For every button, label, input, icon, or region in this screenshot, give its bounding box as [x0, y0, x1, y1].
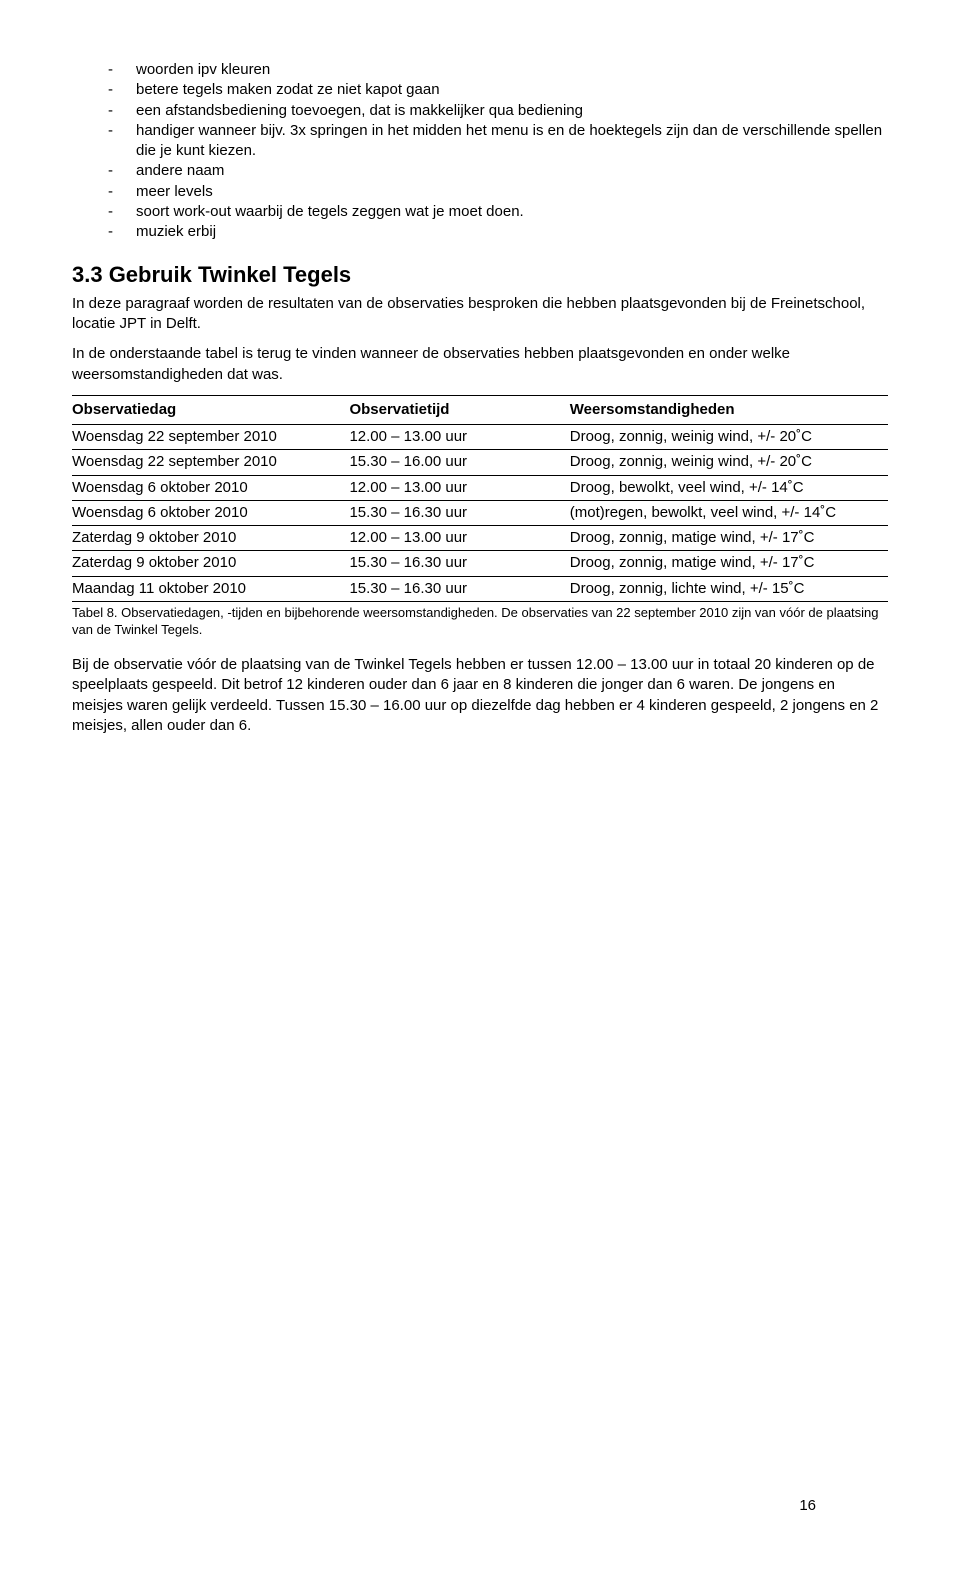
page-number: 16	[799, 1496, 816, 1516]
cell-weather: Droog, zonnig, weinig wind, +/- 20˚C	[570, 425, 888, 450]
col-header-time: Observatietijd	[349, 395, 569, 424]
col-header-weather: Weersomstandigheden	[570, 395, 888, 424]
intro-paragraph-2: In de onderstaande tabel is terug te vin…	[72, 344, 888, 385]
table-row: Zaterdag 9 oktober 2010 12.00 – 13.00 uu…	[72, 526, 888, 551]
list-item-text: een afstandsbediening toevoegen, dat is …	[136, 102, 583, 119]
cell-time: 15.30 – 16.00 uur	[349, 450, 569, 475]
list-item-text: handiger wanneer bijv. 3x springen in he…	[136, 122, 882, 159]
cell-weather: Droog, zonnig, matige wind, +/- 17˚C	[570, 526, 888, 551]
cell-time: 15.30 – 16.30 uur	[349, 500, 569, 525]
cell-time: 15.30 – 16.30 uur	[349, 551, 569, 576]
list-item-text: muziek erbij	[136, 223, 216, 240]
list-item: een afstandsbediening toevoegen, dat is …	[108, 101, 888, 121]
table-row: Zaterdag 9 oktober 2010 15.30 – 16.30 uu…	[72, 551, 888, 576]
intro-paragraph-1: In deze paragraaf worden de resultaten v…	[72, 294, 888, 335]
list-item: meer levels	[108, 182, 888, 202]
section-heading: 3.3 Gebruik Twinkel Tegels	[72, 260, 888, 290]
cell-weather: Droog, zonnig, lichte wind, +/- 15˚C	[570, 576, 888, 601]
cell-day: Maandag 11 oktober 2010	[72, 576, 349, 601]
cell-time: 12.00 – 13.00 uur	[349, 475, 569, 500]
list-item-text: betere tegels maken zodat ze niet kapot …	[136, 81, 440, 98]
suggestions-list: woorden ipv kleuren betere tegels maken …	[72, 60, 888, 242]
list-item-text: woorden ipv kleuren	[136, 61, 270, 78]
cell-time: 12.00 – 13.00 uur	[349, 425, 569, 450]
cell-day: Woensdag 22 september 2010	[72, 450, 349, 475]
table-row: Woensdag 22 september 2010 12.00 – 13.00…	[72, 425, 888, 450]
list-item: andere naam	[108, 161, 888, 181]
table-row: Maandag 11 oktober 2010 15.30 – 16.30 uu…	[72, 576, 888, 601]
table-row: Woensdag 22 september 2010 15.30 – 16.00…	[72, 450, 888, 475]
cell-day: Woensdag 22 september 2010	[72, 425, 349, 450]
list-item: woorden ipv kleuren	[108, 60, 888, 80]
cell-weather: Droog, zonnig, weinig wind, +/- 20˚C	[570, 450, 888, 475]
cell-weather: Droog, bewolkt, veel wind, +/- 14˚C	[570, 475, 888, 500]
cell-time: 15.30 – 16.30 uur	[349, 576, 569, 601]
cell-day: Zaterdag 9 oktober 2010	[72, 551, 349, 576]
col-header-day: Observatiedag	[72, 395, 349, 424]
cell-day: Woensdag 6 oktober 2010	[72, 500, 349, 525]
list-item: soort work-out waarbij de tegels zeggen …	[108, 202, 888, 222]
table-header-row: Observatiedag Observatietijd Weersomstan…	[72, 395, 888, 424]
cell-weather: Droog, zonnig, matige wind, +/- 17˚C	[570, 551, 888, 576]
list-item-text: soort work-out waarbij de tegels zeggen …	[136, 203, 524, 220]
list-item-text: andere naam	[136, 162, 224, 179]
table-caption: Tabel 8. Observatiedagen, -tijden en bij…	[72, 604, 888, 639]
list-item: betere tegels maken zodat ze niet kapot …	[108, 80, 888, 100]
list-item-text: meer levels	[136, 183, 213, 200]
cell-time: 12.00 – 13.00 uur	[349, 526, 569, 551]
table-row: Woensdag 6 oktober 2010 12.00 – 13.00 uu…	[72, 475, 888, 500]
list-item: muziek erbij	[108, 222, 888, 242]
after-paragraph: Bij de observatie vóór de plaatsing van …	[72, 655, 888, 736]
cell-day: Zaterdag 9 oktober 2010	[72, 526, 349, 551]
table-row: Woensdag 6 oktober 2010 15.30 – 16.30 uu…	[72, 500, 888, 525]
cell-day: Woensdag 6 oktober 2010	[72, 475, 349, 500]
cell-weather: (mot)regen, bewolkt, veel wind, +/- 14˚C	[570, 500, 888, 525]
observations-table: Observatiedag Observatietijd Weersomstan…	[72, 395, 888, 602]
list-item: handiger wanneer bijv. 3x springen in he…	[108, 121, 888, 162]
